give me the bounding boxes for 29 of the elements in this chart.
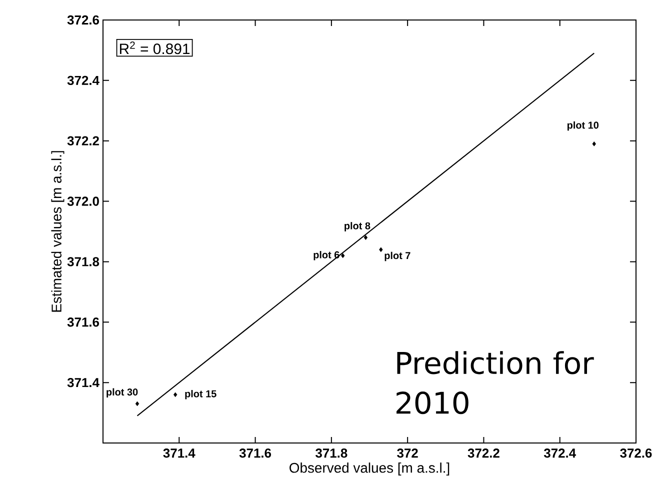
annotation: plot 10 — [567, 121, 599, 131]
annotation: Prediction for 2010 — [396, 351, 594, 414]
point — [341, 253, 345, 258]
y-tick-label: 372.2 — [67, 136, 99, 146]
x-tick-label: 372.4 — [544, 448, 576, 458]
x-tick-label: 372.2 — [468, 448, 500, 458]
point — [135, 401, 140, 406]
x-tick-label: 371.8 — [316, 448, 348, 458]
x-tick-label: 371.4 — [163, 448, 196, 458]
y-tick-label: 371.6 — [67, 318, 100, 327]
y-tick-label: 371.4 — [67, 378, 100, 388]
point — [173, 392, 178, 398]
x-tick-label: 372 — [397, 448, 418, 458]
point — [364, 235, 368, 240]
annotation: plot 8 — [344, 222, 370, 232]
x-tick-label: 372.6 — [620, 448, 652, 458]
y-tick-label: 372.0 — [67, 196, 99, 206]
y-tick-label: 372.6 — [67, 15, 100, 25]
annotation: plot 30 — [106, 388, 138, 398]
x-axis-title: Observed values [m a.s.l.] — [290, 462, 450, 476]
x-tick-label: 371.6 — [239, 448, 272, 458]
y-axis-title: Estimated values [m a.s.l.] — [51, 151, 64, 312]
annotation: plot 7 — [384, 252, 410, 262]
point — [592, 141, 596, 146]
annotation: plot 15 — [185, 390, 216, 400]
y-tick-label: 372.4 — [67, 76, 100, 86]
point — [379, 247, 383, 252]
annotation: R$^{2}$ = 0.891 — [120, 41, 190, 54]
y-tick-label: 371.8 — [67, 257, 100, 266]
